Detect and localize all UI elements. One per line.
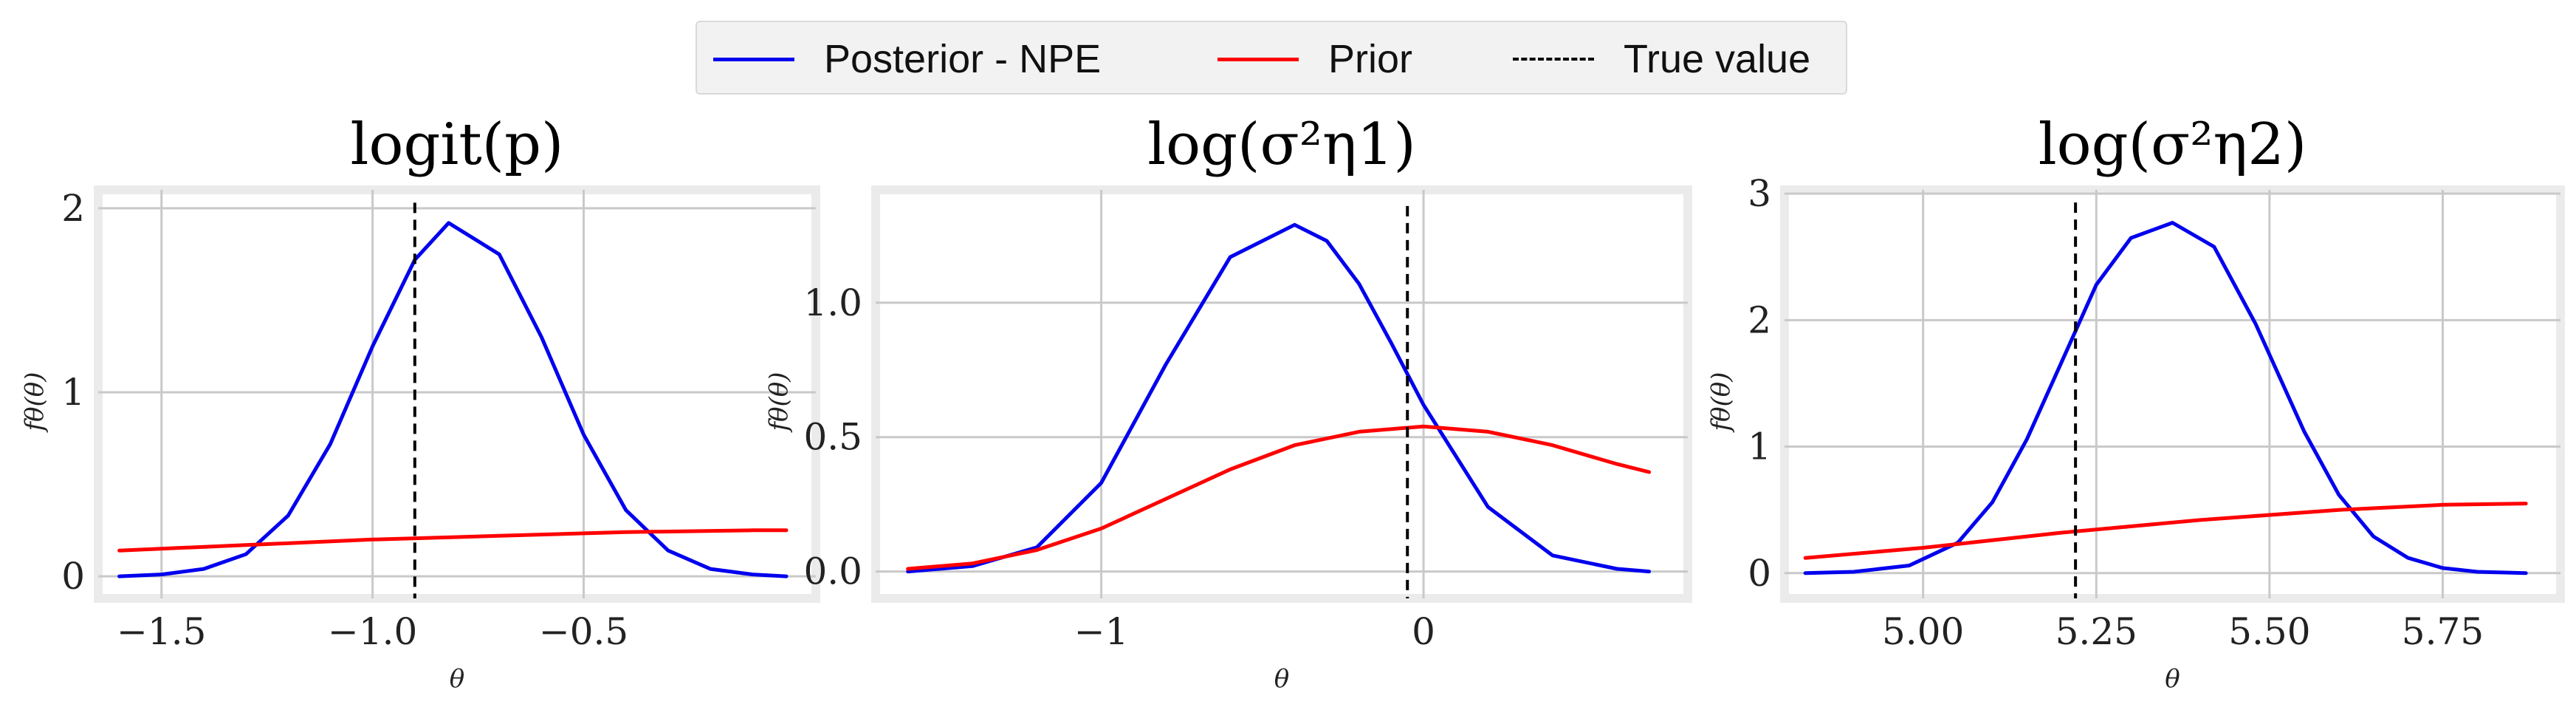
x-tick-label: 5.50 [2228, 610, 2310, 653]
chart-panel-2: −1 0 0.0 0.5 1.0 θ fθ(θ) log(σ²η1) [764, 112, 1692, 694]
x-axis-label: θ [1274, 664, 1289, 694]
y-tick-label: 0.0 [803, 550, 862, 593]
prior-line [117, 528, 789, 553]
legend-swatch-prior [1217, 57, 1299, 61]
chart-panel-1: −1.5 −1.0 −0.5 0 1 2 θ fθ(θ) logit(p) [20, 112, 820, 694]
legend-label-true-value: True value [1624, 37, 1811, 81]
y-tick-label: 1 [1748, 426, 1771, 468]
legend-label-prior: Prior [1328, 37, 1413, 81]
legend-swatch-true-value [1513, 58, 1594, 61]
prior-line [1803, 502, 2528, 560]
chart-panel-3: 5.00 5.25 5.50 5.75 0 1 2 3 θ fθ(θ) log(σ²η2) [1706, 112, 2565, 694]
legend-item-posterior: Posterior - NPE [713, 22, 1101, 96]
x-tick-label: −1.5 [117, 610, 206, 653]
legend-item-true-value: True value [1513, 22, 1810, 96]
x-axis-label: θ [450, 664, 464, 694]
y-tick-label: 0.5 [803, 416, 862, 459]
legend: Posterior - NPE Prior True value [695, 21, 1847, 95]
x-tick-label: 5.25 [2055, 610, 2137, 653]
x-tick-label: 5.75 [2402, 610, 2484, 653]
x-tick-label: 5.00 [1882, 610, 1964, 653]
x-tick-label: −1.0 [328, 610, 417, 653]
y-tick-label: 3 [1748, 172, 1771, 215]
x-tick-label: 0 [1412, 610, 1435, 653]
x-tick-label: −1 [1074, 610, 1129, 653]
y-axis-label: fθ(θ) [20, 372, 49, 433]
y-tick-label: 2 [61, 187, 85, 230]
y-axis-label: fθ(θ) [1706, 372, 1736, 433]
y-tick-label: 0 [61, 555, 85, 598]
posterior-line [906, 222, 1652, 574]
legend-label-posterior: Posterior - NPE [824, 37, 1102, 81]
prior-line [906, 424, 1652, 571]
y-tick-label: 1.0 [803, 281, 862, 324]
plot-area [94, 185, 820, 603]
plot-area [871, 185, 1692, 603]
y-tick-label: 1 [61, 371, 85, 414]
chart-title: log(σ²η1) [1147, 112, 1416, 178]
posterior-line [117, 221, 789, 578]
legend-swatch-posterior [713, 57, 794, 61]
chart-title: log(σ²η2) [2039, 112, 2307, 178]
y-axis-label: fθ(θ) [764, 372, 794, 433]
x-axis-label: θ [2165, 664, 2180, 694]
chart-title: logit(p) [351, 112, 564, 178]
y-tick-label: 0 [1748, 552, 1771, 595]
plot-area [1780, 185, 2565, 603]
y-tick-label: 2 [1748, 298, 1771, 341]
x-tick-label: −0.5 [539, 610, 628, 653]
legend-item-prior: Prior [1217, 22, 1412, 96]
